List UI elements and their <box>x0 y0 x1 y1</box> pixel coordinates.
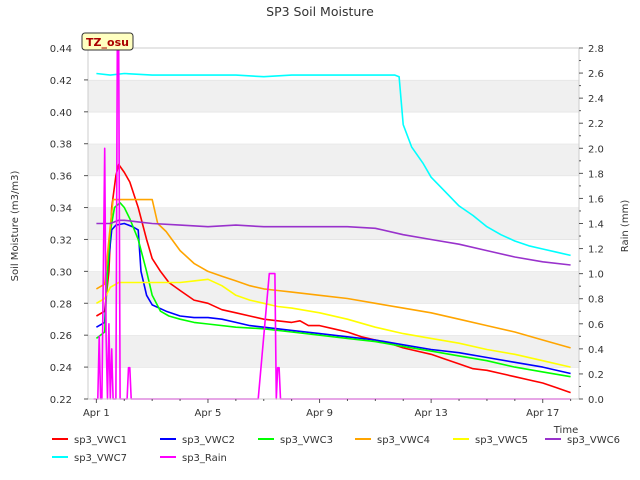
series-line-sp3-vwc6 <box>96 219 571 266</box>
y-tick-left-label: 0.40 <box>50 108 72 119</box>
grid-band <box>88 207 579 240</box>
x-tick-label: Apr 17 <box>526 408 559 419</box>
y-tick-right-label: 2.0 <box>588 144 604 155</box>
legend-label-sp3-rain: sp3_Rain <box>182 453 227 464</box>
station-badge-label: TZ_osu <box>86 36 129 49</box>
x-tick-label: Apr 13 <box>415 408 448 419</box>
y-axis-right-label: Rain (mm) <box>620 200 631 253</box>
y-tick-left-label: 0.22 <box>50 395 72 406</box>
grid-band <box>88 79 579 112</box>
x-tick-label: Apr 5 <box>195 408 222 419</box>
grid-band <box>88 303 579 336</box>
y-tick-right-label: 0.0 <box>588 395 604 406</box>
series-line-sp3-vwc5 <box>95 278 571 368</box>
legend-label-sp3-vwc5: sp3_VWC5 <box>475 435 528 446</box>
series-line-sp3-vwc3 <box>95 202 571 378</box>
grid-band <box>88 335 579 368</box>
y-tick-left-label: 0.42 <box>50 76 72 87</box>
series-line-sp3-vwc4 <box>95 198 571 349</box>
series-line-sp3-rain <box>93 47 571 400</box>
y-tick-right-label: 1.2 <box>588 245 604 256</box>
y-tick-left-label: 0.44 <box>50 44 72 55</box>
series-line-sp3-vwc2 <box>95 222 571 375</box>
legend-label-sp3-vwc4: sp3_VWC4 <box>377 435 430 446</box>
y-axis-left-ticks: 0.22 0.24 0.26 0.28 0.30 0.32 0.34 0.36 0.38 0.40… <box>50 44 88 406</box>
grid-band <box>88 239 579 272</box>
y-tick-left-label: 0.24 <box>50 363 72 374</box>
y-tick-right-label: 0.4 <box>588 345 604 356</box>
station-badge: TZ_osu <box>81 32 134 51</box>
legend-label-sp3-vwc6: sp3_VWC6 <box>567 435 620 446</box>
y-tick-right-label: 0.8 <box>588 295 604 306</box>
grid-band <box>88 143 579 176</box>
grid-bands <box>88 47 579 399</box>
y-tick-right-label: 1.0 <box>588 270 604 281</box>
station-badge-box <box>81 32 134 51</box>
legend: sp3_VWC1 sp3_VWC2 sp3_VWC3 sp3_VWC4 sp3_VWC5… <box>52 435 620 464</box>
legend-label-sp3-vwc3: sp3_VWC3 <box>280 435 333 446</box>
y-tick-right-label: 0.6 <box>588 320 604 331</box>
grid-band <box>88 175 579 208</box>
x-tick-label: Apr 1 <box>83 408 110 419</box>
grid-band <box>88 111 579 144</box>
grid-band <box>88 367 579 399</box>
y-axis-right-ticks: 0.0 0.2 0.4 0.6 0.8 1.0 1.2 1.4 1.6 1.8 2.0 2.2 2.4 2… <box>579 44 604 406</box>
grid-band <box>88 271 579 304</box>
y-tick-right-label: 1.4 <box>588 220 604 231</box>
y-tick-right-label: 2.4 <box>588 94 604 105</box>
y-tick-right-label: 2.6 <box>588 69 604 80</box>
series-line-sp3-vwc1 <box>95 163 571 394</box>
y-tick-right-label: 0.2 <box>588 370 604 381</box>
y-tick-left-label: 0.26 <box>50 331 72 342</box>
legend-label-sp3-vwc2: sp3_VWC2 <box>182 435 235 446</box>
y-tick-left-label: 0.36 <box>50 172 72 183</box>
y-tick-right-label: 2.8 <box>588 44 604 55</box>
y-tick-left-label: 0.34 <box>50 204 72 215</box>
x-axis-label: Time <box>553 425 578 436</box>
x-tick-label: Apr 9 <box>306 408 333 419</box>
y-tick-left-label: 0.38 <box>50 140 72 151</box>
y-tick-right-label: 1.8 <box>588 169 604 180</box>
y-tick-left-label: 0.30 <box>50 267 72 278</box>
y-tick-right-label: 2.2 <box>588 119 604 130</box>
y-tick-left-label: 0.28 <box>50 299 72 310</box>
series-line-sp3-vwc7 <box>96 72 571 257</box>
x-axis-ticks: Apr 1 Apr 5 Apr 9 Apr 13 Apr 17 <box>83 399 572 419</box>
chart-title: SP3 Soil Moisture <box>266 4 374 19</box>
y-axis-left-label: Soil Moisture (m3/m3) <box>10 171 21 282</box>
y-tick-left-label: 0.32 <box>50 235 72 246</box>
legend-label-sp3-vwc7: sp3_VWC7 <box>74 453 127 464</box>
series-layer <box>93 47 571 400</box>
y-tick-right-label: 1.6 <box>588 194 604 205</box>
legend-label-sp3-vwc1: sp3_VWC1 <box>74 435 127 446</box>
